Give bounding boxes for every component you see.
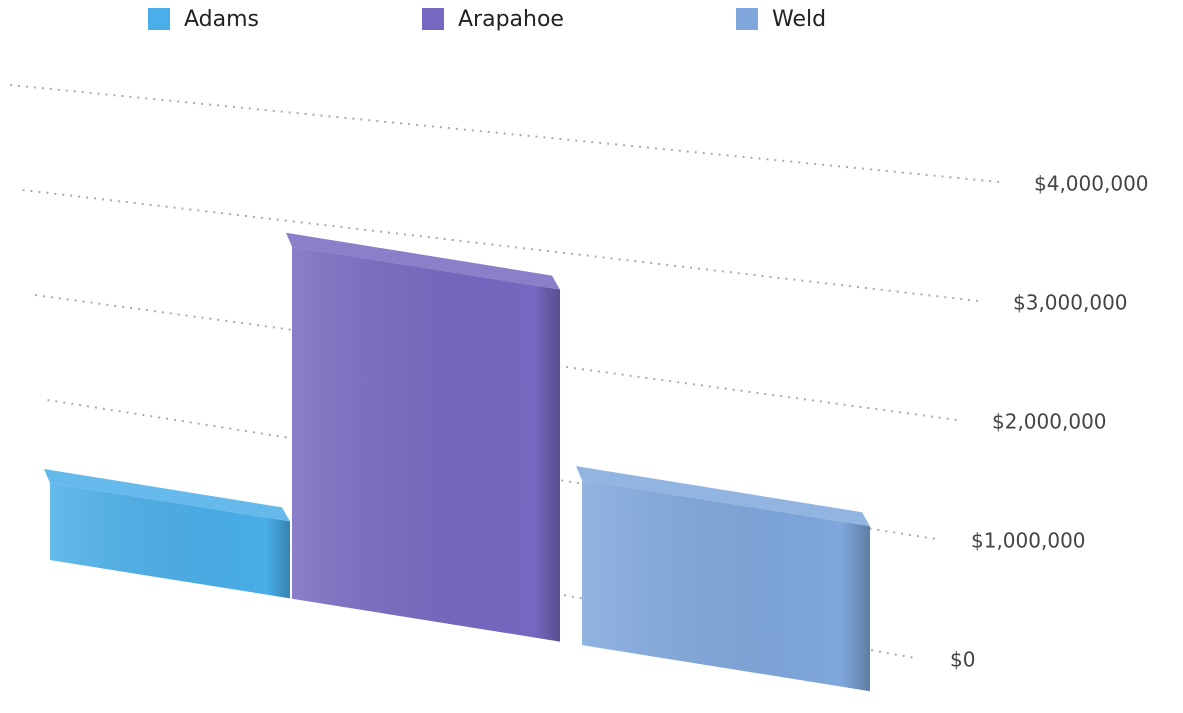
y-tick-label: $1,000,000 <box>971 529 1086 553</box>
legend-swatch <box>736 8 758 30</box>
grid-line <box>22 189 979 302</box>
y-tick-label: $0 <box>950 648 975 672</box>
bar-shade <box>50 483 290 599</box>
grid: $0 $1,000,000 $2,000,000 $3,000,000 $4,000,0… <box>9 84 1149 672</box>
bar-top <box>286 232 560 290</box>
legend-label: Arapahoe <box>458 7 564 32</box>
y-tick-label: $2,000,000 <box>992 410 1107 434</box>
bar-shade <box>292 246 560 642</box>
legend-label: Weld <box>772 7 826 32</box>
legend-swatch <box>148 8 170 30</box>
bar <box>44 469 290 599</box>
legend-swatch <box>422 8 444 30</box>
bar-shade <box>582 480 870 692</box>
legend: Adams Arapahoe Weld <box>148 7 826 32</box>
grid-line <box>9 84 1000 183</box>
legend-label: Adams <box>184 7 259 32</box>
y-tick-label: $3,000,000 <box>1013 291 1128 315</box>
bar-top <box>44 469 290 522</box>
y-tick-label: $4,000,000 <box>1034 172 1149 196</box>
bars <box>44 232 870 692</box>
bar <box>576 466 870 692</box>
bar-top <box>576 466 870 527</box>
bar <box>286 232 560 642</box>
